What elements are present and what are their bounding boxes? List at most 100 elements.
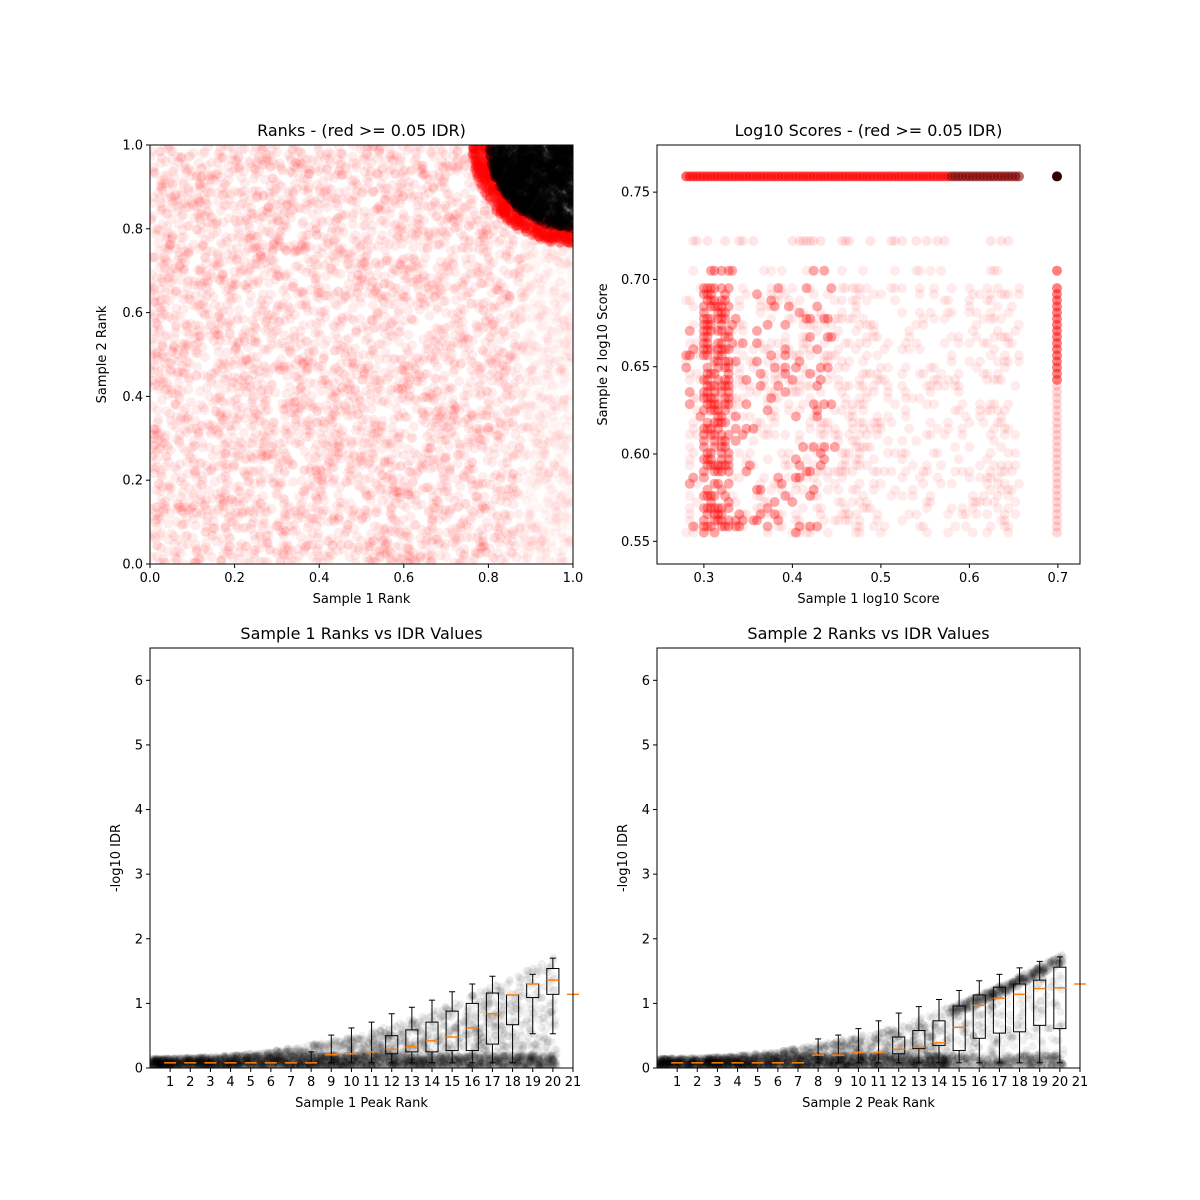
scatter-point — [309, 254, 320, 265]
scatter-point — [521, 313, 531, 323]
scatter-point — [343, 467, 354, 478]
scatter-point — [258, 442, 269, 453]
scatter-point — [314, 428, 325, 439]
scatter-point — [244, 359, 255, 370]
scatter-point — [351, 369, 362, 380]
scatter-point — [367, 345, 378, 356]
scatter-point — [390, 461, 401, 472]
scatter-point — [537, 535, 547, 545]
scatter-point — [238, 428, 249, 439]
scatter-point — [417, 484, 428, 495]
scatter-point — [397, 384, 408, 395]
scatter-point — [202, 198, 213, 209]
scatter-point — [513, 489, 524, 500]
scatter-point — [282, 301, 293, 312]
scatter-point — [403, 443, 414, 454]
scatter-point — [417, 407, 428, 418]
scatter-point — [347, 151, 358, 162]
scatter-point — [534, 256, 544, 266]
scatter-point — [313, 166, 324, 177]
scatter-point — [485, 356, 496, 367]
scatter-point — [465, 464, 476, 475]
scatter-point — [257, 289, 268, 300]
scatter-point — [270, 387, 281, 398]
scatter-point — [439, 452, 450, 463]
scatter-point — [183, 185, 194, 196]
scatter-point — [357, 187, 368, 198]
scatter-point — [202, 466, 213, 477]
scatter-point — [259, 501, 270, 512]
scatter-point — [205, 211, 216, 222]
scatter-point — [516, 292, 527, 303]
scatter-point — [457, 417, 468, 428]
scatter-point — [370, 556, 381, 564]
scatter-point — [184, 357, 195, 368]
scatter-point — [280, 509, 291, 520]
scatter-point — [228, 412, 239, 423]
scatter-point — [440, 551, 451, 562]
scatter-point — [387, 422, 398, 433]
scatter-point — [529, 459, 539, 469]
scatter-point — [240, 454, 251, 465]
scatter-point — [269, 311, 280, 322]
scatter-point — [155, 205, 166, 216]
scatter-point — [531, 524, 541, 534]
scatter-point — [461, 532, 472, 543]
scatter-point — [474, 321, 485, 332]
scatter-point — [504, 310, 515, 321]
scatter-point — [276, 477, 287, 488]
scatter-point — [176, 210, 187, 221]
scatter-point — [426, 201, 437, 212]
scatter-point — [409, 519, 420, 530]
scatter-point — [415, 533, 426, 544]
scatter-point — [442, 410, 453, 421]
scatter-point — [432, 386, 443, 397]
scatter-point — [425, 428, 436, 439]
scatter-point — [349, 451, 360, 462]
scatter-point — [500, 526, 511, 537]
scatter-point — [150, 429, 159, 440]
scatter-point — [349, 292, 360, 303]
scatter-point — [316, 475, 327, 486]
scatter-point — [171, 322, 182, 333]
scatter-point — [174, 437, 185, 448]
scatter-point — [200, 234, 211, 245]
scatter-point — [519, 239, 529, 249]
scatter-point — [326, 184, 337, 195]
scatter-point — [320, 400, 331, 411]
scatter-point — [189, 280, 200, 291]
scatter-point — [431, 212, 442, 223]
scatter-point — [321, 461, 332, 472]
scatter-point — [296, 264, 307, 275]
scatter-point — [240, 324, 251, 335]
scatter-point — [166, 385, 177, 396]
scatter-point — [467, 426, 478, 437]
scatter-point — [273, 517, 284, 528]
scatter-point — [411, 147, 422, 158]
scatter-point — [515, 253, 526, 264]
scatter-point — [377, 304, 388, 315]
scatter-point — [153, 326, 164, 337]
scatter-point — [541, 382, 551, 392]
scatter-point — [206, 171, 217, 182]
scatter-point — [359, 166, 370, 177]
scatter-point — [310, 490, 321, 501]
scatter-point — [297, 352, 308, 363]
scatter-point — [434, 428, 445, 439]
scatter-point — [434, 160, 445, 171]
scatter-point — [154, 376, 165, 387]
scatter-point — [512, 473, 523, 484]
scatter-point — [342, 357, 353, 368]
scatter-point — [444, 504, 455, 515]
scatter-point — [168, 340, 179, 351]
scatter-point — [444, 266, 455, 277]
scatter-point — [451, 535, 462, 546]
scatter-point — [323, 380, 334, 391]
scatter-point — [402, 395, 413, 406]
scatter-point — [313, 287, 324, 298]
scatter-point — [355, 145, 366, 155]
scatter-point — [150, 252, 157, 263]
scatter-point — [271, 488, 282, 499]
scatter-point — [164, 480, 175, 491]
